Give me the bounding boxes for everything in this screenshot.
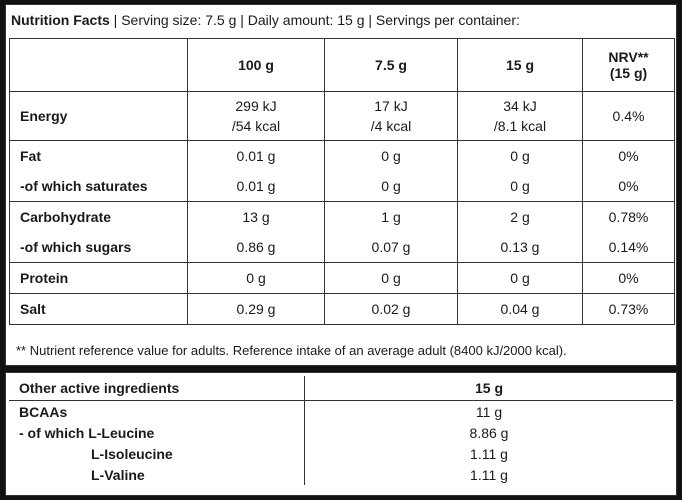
line: 299 kJ (235, 98, 277, 114)
header: Nutrition Facts | Serving size: 7.5 g | … (11, 12, 520, 28)
row: Salt 0.29 g 0.02 g 0.04 g 0.73% (9, 293, 675, 325)
row: BCAAs 11 g (9, 400, 673, 422)
cell: 0 g (457, 140, 583, 171)
cell: 0.14% (582, 232, 675, 263)
cell: 0.86 g (187, 232, 325, 263)
col-header: NRV** (15 g) (582, 38, 675, 92)
cell: 0% (582, 262, 675, 294)
row-label: L-Isoleucine (9, 443, 305, 464)
title: Nutrition Facts (11, 12, 110, 28)
cell: 0 g (324, 140, 458, 171)
cell: 0.01 g (187, 140, 325, 171)
row-label: Energy (9, 91, 188, 141)
row: L-Valine 1.11 g (9, 464, 673, 485)
col-header: 15 g (304, 376, 673, 401)
row: L-Isoleucine 1.11 g (9, 443, 673, 464)
cell: 0.02 g (324, 293, 458, 325)
cell: 13 g (187, 201, 325, 232)
row-label: Fat (9, 140, 188, 171)
cell: 0.4% (582, 91, 675, 141)
col-header: 15 g (457, 38, 583, 92)
nutrition-table: 100 g 7.5 g 15 g NRV** (15 g) Energy 299 … (9, 38, 675, 325)
line: /8.1 kcal (493, 118, 547, 134)
ingredients-panel: Other active ingredients 15 g BCAAs 11 g -… (5, 372, 677, 496)
cell: 0.07 g (324, 232, 458, 263)
line: 34 kJ (503, 98, 537, 114)
cell: 0 g (187, 262, 325, 294)
corner (9, 38, 188, 92)
row-label: -of which saturates (9, 171, 188, 202)
cell: 299 kJ/54 kcal (187, 91, 325, 141)
row-label: -of which sugars (9, 232, 188, 263)
ingredients-table: Other active ingredients 15 g BCAAs 11 g -… (9, 376, 673, 485)
line: /4 kcal (370, 118, 412, 134)
cell: 2 g (457, 201, 583, 232)
cell: 0% (582, 140, 675, 171)
cell: 17 kJ/4 kcal (324, 91, 458, 141)
row-label: Protein (9, 262, 188, 294)
cell: 11 g (475, 403, 503, 420)
row-label: L-Valine (9, 464, 305, 485)
cell: 0.29 g (187, 293, 325, 325)
cell: 34 kJ/8.1 kcal (457, 91, 583, 141)
nutrition-panel: Nutrition Facts | Serving size: 7.5 g | … (5, 4, 677, 366)
cell: 0 g (457, 262, 583, 294)
cell: 0% (582, 171, 675, 202)
line: NRV** (608, 49, 649, 65)
footnote: ** Nutrient reference value for adults. … (16, 343, 567, 358)
col-header: Other active ingredients (9, 376, 305, 401)
cell: 0 g (324, 262, 458, 294)
cell: 0.73% (582, 293, 675, 325)
cell: 0.78% (582, 201, 675, 232)
col-header: 7.5 g (324, 38, 458, 92)
serving-info: | Serving size: 7.5 g | Daily amount: 15… (113, 12, 520, 28)
cell: 1 g (324, 201, 458, 232)
line: 17 kJ (374, 98, 408, 114)
row: - of which L-Leucine 8.86 g (9, 422, 673, 443)
line: /54 kcal (231, 118, 281, 134)
cell: 1.11 g (470, 445, 508, 462)
row-label: BCAAs (9, 400, 305, 422)
row-label: Salt (9, 293, 188, 325)
cell: 0.04 g (457, 293, 583, 325)
line: (15 g) (609, 65, 648, 81)
col-header: 100 g (187, 38, 325, 92)
cell: 0.13 g (457, 232, 583, 263)
row: -of which sugars 0.86 g 0.07 g 0.13 g 0.14% (9, 232, 675, 263)
row-label: - of which L-Leucine (9, 422, 305, 443)
cell: 8.86 g (469, 424, 509, 441)
row-label: Carbohydrate (9, 201, 188, 232)
cell: 0.01 g (187, 171, 325, 202)
cell: 0 g (324, 171, 458, 202)
cell: 0 g (457, 171, 583, 202)
cell: 1.11 g (470, 466, 508, 483)
